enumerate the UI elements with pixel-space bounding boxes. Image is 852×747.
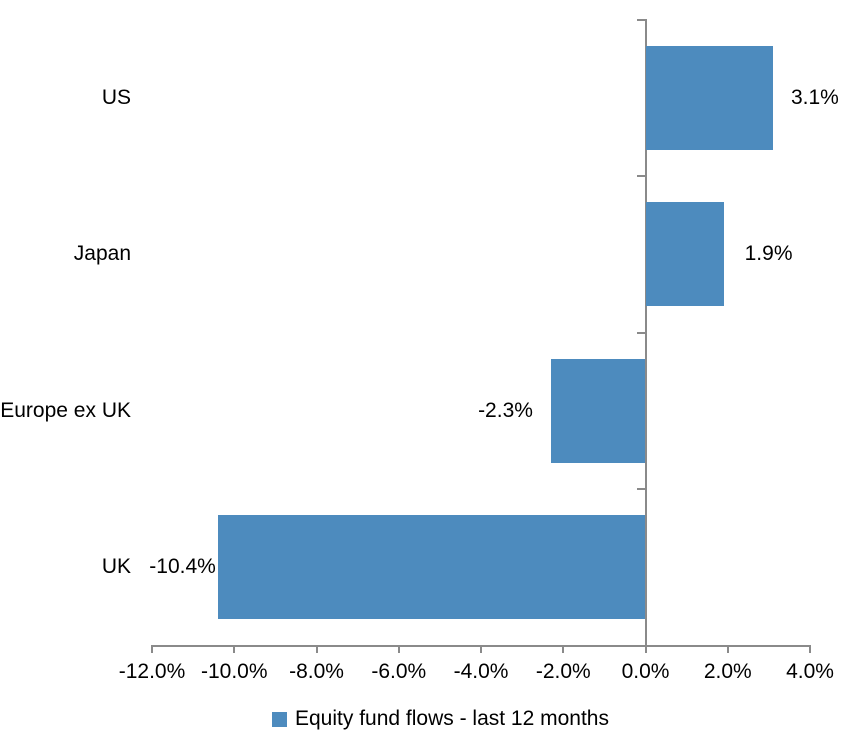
x-axis-tick-label: -6.0% bbox=[371, 660, 427, 683]
category-label: UK bbox=[101, 554, 131, 578]
x-axis-tick bbox=[809, 645, 811, 653]
x-axis-tick-label: 4.0% bbox=[786, 660, 834, 683]
bar-europe-ex-uk bbox=[550, 358, 646, 463]
x-axis-tick bbox=[726, 645, 729, 653]
x-axis-tick bbox=[397, 645, 400, 653]
category-label: US bbox=[101, 86, 131, 110]
chart-legend: Equity fund flows - last 12 months bbox=[272, 704, 609, 734]
bar-value-label: -10.4% bbox=[149, 554, 216, 578]
bar-uk bbox=[217, 514, 646, 619]
bar-japan bbox=[645, 202, 724, 307]
x-axis-tick-label: 0.0% bbox=[621, 660, 670, 683]
category-boundary-tick bbox=[636, 175, 645, 178]
category-boundary-tick bbox=[636, 331, 645, 334]
x-axis-tick-label: -2.0% bbox=[535, 660, 591, 683]
legend-label: Equity fund flows - last 12 months bbox=[295, 707, 609, 730]
x-axis-tick bbox=[233, 645, 236, 653]
x-axis-tick bbox=[562, 645, 565, 653]
bar-us bbox=[645, 46, 773, 151]
bar-value-label: 1.9% bbox=[744, 242, 793, 266]
category-boundary-tick bbox=[636, 19, 645, 21]
x-axis-tick bbox=[315, 645, 318, 653]
bar-value-label: -2.3% bbox=[478, 398, 533, 422]
x-axis-tick bbox=[151, 645, 153, 653]
x-axis-tick-label: -10.0% bbox=[200, 660, 268, 683]
x-axis-tick-label: -4.0% bbox=[453, 660, 509, 683]
category-label: Europe ex UK bbox=[0, 398, 131, 422]
legend-swatch-icon bbox=[272, 711, 287, 727]
zero-axis-line bbox=[644, 19, 647, 653]
x-axis-tick bbox=[480, 645, 482, 653]
bar-value-label: 3.1% bbox=[790, 86, 839, 110]
x-axis-tick-label: -8.0% bbox=[289, 660, 344, 683]
x-axis-tick-label: 2.0% bbox=[703, 660, 752, 683]
category-label: Japan bbox=[73, 242, 131, 266]
x-axis-tick-label: -12.0% bbox=[118, 660, 186, 683]
x-axis-tick bbox=[644, 645, 647, 653]
category-boundary-tick bbox=[636, 487, 645, 490]
